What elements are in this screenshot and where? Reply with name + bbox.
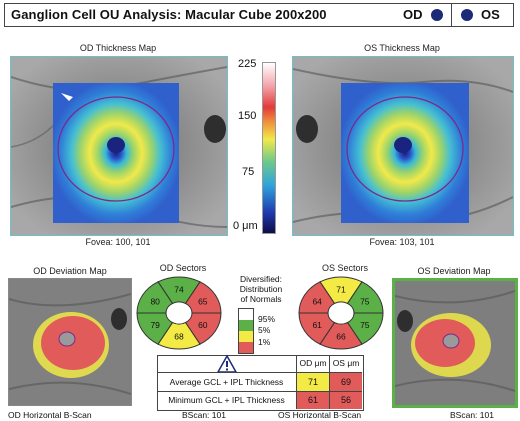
od-sector-value: 74 bbox=[174, 285, 184, 295]
legend-title-line-2: Distribution bbox=[239, 284, 283, 294]
os-sector-value: 75 bbox=[360, 320, 370, 330]
scale-tick-225: 225 bbox=[238, 58, 257, 70]
od-sector-value: 80 bbox=[150, 296, 160, 306]
legend-title: Diversified: Distribution of Normals bbox=[229, 274, 293, 304]
results-table-frame bbox=[157, 355, 364, 411]
legend-title-line-3: of Normals bbox=[240, 294, 282, 304]
legend-label-1: 1% bbox=[258, 337, 271, 347]
os-deviation-map-title: OS Deviation Map bbox=[417, 266, 491, 276]
table-cell-os-avg: 69 bbox=[329, 373, 362, 391]
table-cell-od-avg: 71 bbox=[296, 373, 329, 391]
os-bscan-label: OS Horizontal B-Scan bbox=[278, 410, 362, 420]
table-divider bbox=[157, 391, 362, 392]
os-eye-label: OS bbox=[481, 7, 500, 22]
legend-label-95: 95% bbox=[258, 314, 276, 324]
od-sector-value: 60 bbox=[198, 320, 208, 330]
page-title: Ganglion Cell OU Analysis: Macular Cube … bbox=[11, 7, 327, 22]
os-thickness-map[interactable] bbox=[292, 56, 514, 236]
scale-tick-0: 0 μm bbox=[233, 220, 258, 232]
table-cell-os-min: 56 bbox=[329, 392, 362, 409]
od-sectors-chart: 74 65 60 68 79 80 bbox=[136, 276, 222, 350]
scale-tick-75: 75 bbox=[242, 166, 255, 178]
os-sector-value: 66 bbox=[336, 332, 346, 342]
od-eye-dot-icon bbox=[431, 9, 443, 21]
od-deviation-map[interactable] bbox=[8, 278, 132, 406]
col-header-os: OS μm bbox=[329, 355, 362, 372]
os-sector-value: 71 bbox=[336, 285, 346, 295]
thickness-color-scale bbox=[262, 62, 276, 234]
os-deviation-map[interactable] bbox=[392, 278, 518, 408]
os-bscan-number: BScan: 101 bbox=[450, 410, 494, 420]
os-sector-value: 75 bbox=[360, 296, 370, 306]
od-sectors-title: OD Sectors bbox=[159, 263, 207, 273]
table-cell-od-min: 61 bbox=[296, 392, 329, 409]
legend-label-5: 5% bbox=[258, 325, 271, 335]
table-divider bbox=[157, 372, 362, 373]
od-thickness-map[interactable] bbox=[10, 56, 228, 236]
od-bscan-number: BScan: 101 bbox=[182, 410, 226, 420]
os-sector bbox=[298, 281, 336, 314]
table-row-label: Average GCL + IPL Thickness bbox=[169, 377, 284, 387]
od-sector-value: 68 bbox=[174, 332, 184, 342]
table-row-label: Minimum GCL + IPL Thickness bbox=[168, 395, 285, 405]
scale-tick-150: 150 bbox=[238, 110, 257, 122]
os-sectors-title: OS Sectors bbox=[321, 263, 368, 273]
od-thickness-map-title: OD Thickness Map bbox=[79, 43, 157, 53]
os-sector-value: 61 bbox=[312, 320, 322, 330]
os-sector-value: 64 bbox=[312, 296, 322, 306]
od-eye-label: OD bbox=[403, 7, 423, 22]
od-fovea-text: Fovea: 100, 101 bbox=[85, 237, 151, 247]
od-bscan-label: OD Horizontal B-Scan bbox=[8, 410, 92, 420]
header-bar: Ganglion Cell OU Analysis: Macular Cube … bbox=[4, 3, 514, 27]
warning-icon bbox=[216, 354, 238, 373]
od-sector bbox=[136, 281, 174, 314]
header-divider bbox=[451, 4, 452, 26]
col-header-od: OD μm bbox=[296, 355, 329, 372]
legend-title-line-1: Diversified: bbox=[239, 274, 283, 284]
od-sector-value: 79 bbox=[150, 320, 160, 330]
os-eye-dot-icon bbox=[461, 9, 473, 21]
od-sector-value: 65 bbox=[198, 296, 208, 306]
od-deviation-map-title: OD Deviation Map bbox=[33, 266, 107, 276]
os-thickness-map-title: OS Thickness Map bbox=[364, 43, 440, 53]
os-sectors-chart: 71 75 75 66 61 64 bbox=[298, 276, 384, 350]
os-fovea-text: Fovea: 103, 101 bbox=[369, 237, 435, 247]
legend-swatch-red bbox=[238, 342, 254, 354]
